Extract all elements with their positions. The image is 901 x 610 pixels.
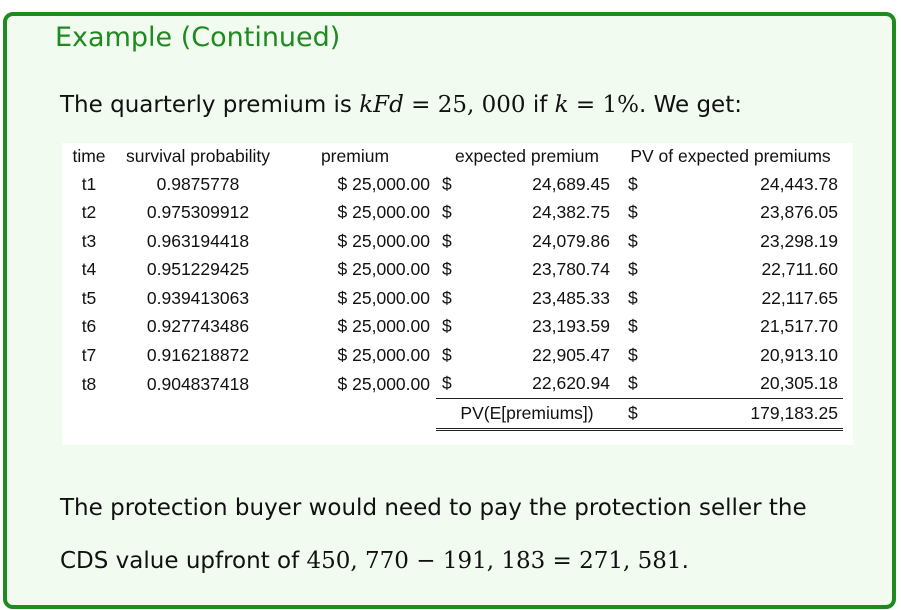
premium-expression: kFd: [359, 92, 404, 118]
cell-expected-premium: 24,382.75: [532, 202, 610, 223]
premium-value: = 25, 000: [403, 92, 526, 118]
table-row: t8 0.904837418 $ 25,000.00 $22,620.94 $20,30…: [62, 370, 843, 399]
cell-pv-expected-premium: 21,517.70: [760, 316, 838, 337]
cell-expected-currency: $: [442, 202, 452, 223]
header-survival-probability: survival probability: [126, 146, 270, 166]
cell-pv-currency: $: [628, 230, 638, 251]
cell-expected-currency: $: [442, 173, 452, 194]
cell-time: t8: [81, 373, 97, 394]
cell-pv-currency: $: [628, 259, 638, 280]
rate-variable: k: [554, 92, 569, 118]
cell-expected-premium: 24,689.45: [532, 173, 610, 194]
cell-time: t1: [81, 173, 97, 194]
cell-expected-premium: 23,193.59: [532, 316, 610, 337]
cell-expected-premium: 23,485.33: [532, 287, 610, 308]
conclusion-line-2: CDS value upfront of 450, 770 − 191, 183…: [60, 548, 689, 574]
header-expected-premium: expected premium: [455, 146, 599, 166]
cell-pv-expected-premium: 22,711.60: [761, 259, 838, 280]
cell-premium: $ 25,000.00: [337, 287, 430, 308]
cell-premium: $ 25,000.00: [337, 202, 430, 223]
cell-survival-probability: 0.939413063: [146, 287, 250, 308]
cell-time: t5: [81, 287, 97, 308]
premium-sentence-mid: if: [525, 92, 555, 118]
cell-premium: $ 25,000.00: [337, 316, 430, 337]
header-time: time: [72, 146, 106, 166]
cell-expected-currency: $: [442, 316, 452, 337]
cell-pv-currency: $: [628, 373, 638, 394]
total-currency: $: [618, 398, 658, 431]
cell-expected-premium: 23,780.74: [532, 259, 610, 280]
conclusion-suffix: .: [681, 548, 689, 574]
premium-sentence: The quarterly premium is kFd = 25, 000 i…: [60, 92, 742, 118]
cell-expected-premium: 22,905.47: [532, 344, 610, 365]
premium-sentence-suffix: . We get:: [638, 92, 742, 118]
cell-pv-currency: $: [628, 287, 638, 308]
cds-value-expression: 450, 770 − 191, 183 = 271, 581: [306, 548, 682, 574]
conclusion-line-1: The protection buyer would need to pay t…: [60, 495, 807, 521]
cell-expected-currency: $: [442, 230, 452, 251]
cell-premium: $ 25,000.00: [337, 373, 430, 394]
rate-value: = 1%: [568, 92, 639, 118]
cell-survival-probability: 0.927743486: [146, 316, 250, 337]
cell-time: t7: [81, 344, 97, 365]
cell-survival-probability: 0.951229425: [146, 259, 250, 280]
cell-time: t3: [81, 230, 97, 251]
cell-expected-currency: $: [442, 373, 452, 394]
cell-pv-currency: $: [628, 344, 638, 365]
header-pv-expected-premiums: PV of expected premiums: [630, 146, 831, 166]
cell-pv-expected-premium: 20,305.18: [760, 373, 838, 394]
table-row: t5 0.939413063 $ 25,000.00 $23,485.33 $22,11…: [62, 284, 843, 313]
slide-title: Example (Continued): [55, 22, 341, 53]
cell-survival-probability: 0.904837418: [146, 373, 250, 394]
table-row: t7 0.916218872 $ 25,000.00 $22,905.47 $20,91…: [62, 341, 843, 370]
cell-pv-expected-premium: 23,876.05: [760, 202, 838, 223]
premium-table: time survival probability premium expect…: [62, 143, 843, 431]
cell-expected-currency: $: [442, 259, 452, 280]
cell-survival-probability: 0.963194418: [146, 230, 250, 251]
cell-expected-premium: 22,620.94: [532, 373, 610, 394]
cell-pv-currency: $: [628, 173, 638, 194]
table-body: t1 0.9875778 $ 25,000.00 $24,689.45 $24,443.…: [62, 170, 843, 399]
premium-sentence-prefix: The quarterly premium is: [60, 92, 360, 118]
cell-expected-premium: 24,079.86: [532, 230, 610, 251]
cell-survival-probability: 0.975309912: [146, 202, 250, 223]
cell-time: t4: [81, 259, 97, 280]
table-row: t4 0.951229425 $ 25,000.00 $23,780.74 $22,71…: [62, 256, 843, 285]
total-value: 179,183.25: [658, 398, 843, 431]
cell-time: t2: [81, 202, 97, 223]
cell-pv-expected-premium: 23,298.19: [760, 230, 838, 251]
cell-survival-probability: 0.9875778: [156, 173, 240, 194]
cell-survival-probability: 0.916218872: [146, 344, 250, 365]
cell-pv-currency: $: [628, 316, 638, 337]
cell-expected-currency: $: [442, 287, 452, 308]
cell-premium: $ 25,000.00: [337, 173, 430, 194]
cell-pv-expected-premium: 20,913.10: [760, 344, 838, 365]
cell-expected-currency: $: [442, 344, 452, 365]
cell-pv-currency: $: [628, 202, 638, 223]
cell-premium: $ 25,000.00: [337, 344, 430, 365]
conclusion-prefix: CDS value upfront of: [60, 548, 307, 574]
table-header-row: time survival probability premium expect…: [62, 143, 843, 170]
cell-time: t6: [81, 316, 97, 337]
cell-pv-expected-premium: 24,443.78: [760, 173, 838, 194]
table-row: t1 0.9875778 $ 25,000.00 $24,689.45 $24,443.…: [62, 170, 843, 199]
header-premium: premium: [320, 146, 390, 166]
total-label: PV(E[premiums]): [436, 398, 618, 431]
table-row: t6 0.927743486 $ 25,000.00 $23,193.59 $21,51…: [62, 313, 843, 342]
table-row: t2 0.975309912 $ 25,000.00 $24,382.75 $23,87…: [62, 199, 843, 228]
cell-premium: $ 25,000.00: [337, 259, 430, 280]
cell-premium: $ 25,000.00: [337, 230, 430, 251]
premium-table-container: time survival probability premium expect…: [62, 143, 853, 445]
cell-pv-expected-premium: 22,117.65: [761, 287, 838, 308]
table-total-row: PV(E[premiums]) $ 179,183.25: [62, 398, 843, 431]
table-row: t3 0.963194418 $ 25,000.00 $24,079.86 $23,29…: [62, 227, 843, 256]
